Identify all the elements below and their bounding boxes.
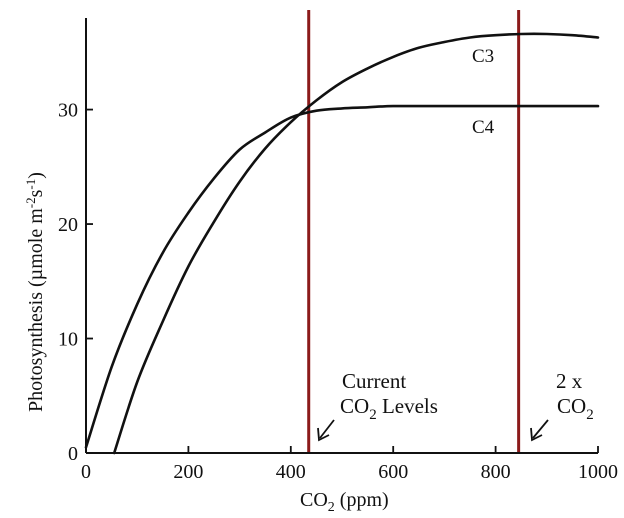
annotation-double-line1: 2 x — [556, 369, 583, 393]
x-tick-label-0: 0 — [81, 461, 91, 483]
x-tick-label-4: 800 — [481, 461, 511, 483]
y-tick-label-1: 10 — [58, 329, 78, 351]
annotation-double-co2: 2 x CO2 — [530, 369, 594, 442]
series-curves — [84, 32, 600, 455]
y-title-main: Photosynthesis (µmole m — [25, 208, 47, 412]
x-axis-title: CO2 (ppm) — [300, 489, 389, 515]
x-tick-label-2: 400 — [276, 461, 306, 483]
x-title-main: CO — [300, 489, 328, 511]
annotation-current-line2: CO2 Levels — [340, 394, 438, 423]
annotation-double-line2: CO2 — [557, 394, 594, 423]
annot-double-co: CO — [557, 394, 586, 418]
axes — [85, 18, 598, 454]
arrow-icon — [530, 419, 549, 442]
annot-double-sub: 2 — [586, 407, 594, 423]
ticks: 0 200 400 600 800 1000 0 10 20 30 — [58, 100, 618, 483]
x-tick-label-1: 200 — [173, 461, 203, 483]
x-title-sub: 2 — [328, 500, 335, 515]
annotation-current-co2: Current CO2 Levels — [317, 369, 438, 442]
y-title-mid: s — [25, 189, 47, 197]
y-title-sup2: -1 — [23, 179, 38, 190]
x-tick-label-3: 600 — [378, 461, 408, 483]
arrow-icon — [317, 419, 335, 442]
series-line-c3 — [112, 32, 600, 455]
annot-current-sub: 2 — [369, 407, 377, 423]
y-axis-title: Photosynthesis (µmole m-2s-1) — [23, 172, 47, 412]
y-tick-label-2: 20 — [58, 214, 78, 236]
y-title-end: ) — [25, 172, 47, 179]
annot-current-rest: Levels — [377, 394, 438, 418]
y-tick-label-0: 0 — [68, 443, 78, 465]
series-label-c4: C4 — [472, 117, 495, 138]
reference-lines — [307, 10, 521, 453]
y-tick-label-3: 30 — [58, 100, 78, 122]
series-line-c4 — [84, 104, 600, 449]
annotation-current-line1: Current — [342, 369, 406, 393]
series-label-c3: C3 — [472, 46, 494, 67]
y-title-sup1: -2 — [23, 197, 38, 208]
x-tick-label-5: 1000 — [578, 461, 618, 483]
annot-current-co: CO — [340, 394, 369, 418]
x-title-rest: (ppm) — [335, 489, 389, 511]
